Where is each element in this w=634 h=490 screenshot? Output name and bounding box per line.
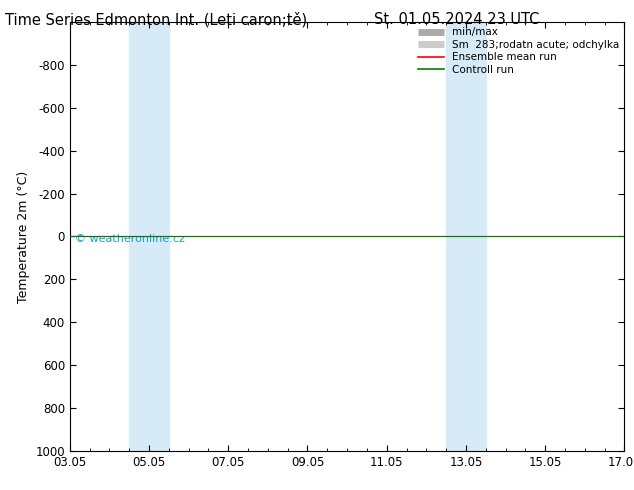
Text: St. 01.05.2024 23 UTC: St. 01.05.2024 23 UTC — [374, 12, 539, 27]
Legend: min/max, Sm  283;rodatn acute; odchylka, Ensemble mean run, Controll run: min/max, Sm 283;rodatn acute; odchylka, … — [415, 25, 621, 77]
Bar — [446, 22, 486, 451]
Text: © weatheronline.cz: © weatheronline.cz — [75, 234, 185, 244]
Text: ENS Time Series Edmonton Int. (Leti caron;tě): ENS Time Series Edmonton Int. (Leti caro… — [0, 12, 307, 28]
Bar — [129, 22, 169, 451]
Y-axis label: Temperature 2m (°C): Temperature 2m (°C) — [16, 171, 30, 302]
